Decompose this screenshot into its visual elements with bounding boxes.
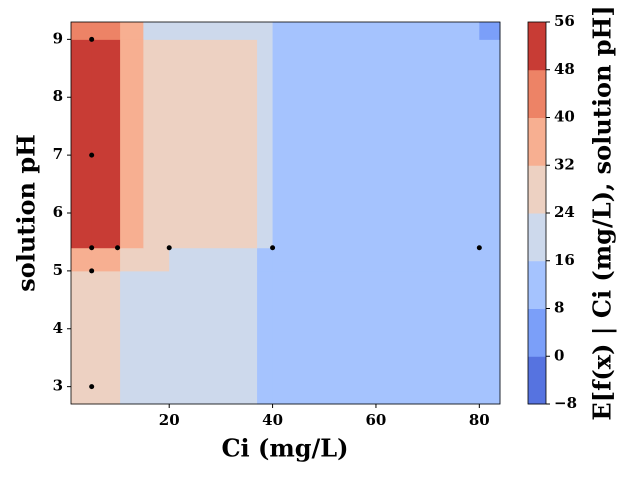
contour-cell [91,39,121,249]
contour-cell [169,247,258,272]
contour-cell [272,270,480,405]
colorbar-tick-label: 32 [554,155,575,173]
contour-cell [257,270,274,405]
y-tick-label: 9 [53,29,63,47]
contour-cell [143,247,170,272]
colorbar-segment [528,117,546,166]
y-tick-label: 6 [53,203,63,221]
colorbar-segment [528,165,546,214]
colorbar-segment [528,260,546,309]
contour-cell [143,22,170,40]
contour-cell [120,270,144,405]
colorbar-tick-label: 8 [554,299,564,317]
contour-cell [143,39,170,249]
colorbar-tick-label: 56 [554,12,575,30]
contour-cell [71,22,93,40]
contour-cell [143,270,170,405]
data-point [115,245,121,251]
contour-cell [479,247,501,272]
contour-cell [169,39,258,249]
contour-cell [91,270,121,405]
x-tick-label: 20 [159,411,180,429]
data-point [89,245,95,251]
contour-cell [272,39,480,249]
colorbar-segment [528,213,546,262]
contour-cell [272,22,480,40]
x-axis-label: Ci (mg/L) [221,434,348,463]
data-point [89,152,95,158]
y-axis-label: solution pH [12,134,41,292]
contour-cell [479,39,501,249]
contour-cell [71,39,93,249]
colorbar-label: E[f(x) | Ci (mg/L), solution pH] [588,5,617,420]
colorbar-segment [528,22,546,71]
contour-cell [71,247,93,272]
contour-cell [257,22,274,40]
x-tick-label: 60 [366,411,387,429]
colorbar-tick-label: 24 [554,203,575,221]
colorbar-tick-label: −8 [554,394,577,412]
x-tick-label: 40 [262,411,283,429]
data-point [89,268,95,274]
colorbar-tick-label: 48 [554,60,575,78]
y-tick-label: 3 [53,377,63,395]
contour-cell [479,22,501,40]
colorbar-tick-label: 16 [554,251,575,269]
y-tick-label: 7 [53,145,63,163]
colorbar-segment [528,69,546,118]
contour-cell [71,270,93,405]
contour-cell [91,22,121,40]
contour-cell [169,270,258,405]
colorbar-tick-label: 0 [554,346,564,364]
contour-cell [257,247,274,272]
colorbar-segment [528,356,546,405]
data-point [476,245,482,251]
contour-cell [91,247,121,272]
data-point [166,245,172,251]
contour-cell [120,22,144,40]
data-point [89,384,95,390]
contour-cell [257,39,274,249]
y-tick-label: 5 [53,261,63,279]
colorbar-segment [528,308,546,357]
contour-cell [169,22,258,40]
data-point [270,245,276,251]
x-tick-label: 80 [469,411,490,429]
contour-cell [120,247,144,272]
colorbar-tick-label: 40 [554,108,575,126]
contour-cell [479,270,501,405]
data-point [89,36,95,42]
y-tick-label: 8 [53,87,63,105]
contour-cell [272,247,480,272]
contour-cell [120,39,144,249]
y-tick-label: 4 [53,319,63,337]
